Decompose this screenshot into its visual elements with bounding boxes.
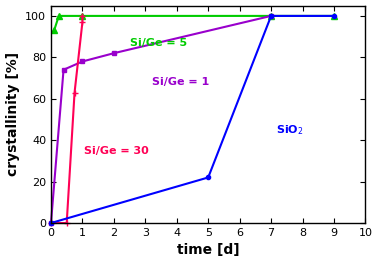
Text: Si/Ge = 1: Si/Ge = 1 <box>152 77 209 87</box>
Text: Si/Ge = 5: Si/Ge = 5 <box>130 38 187 48</box>
Text: SiO$_2$: SiO$_2$ <box>276 123 304 137</box>
Text: Si/Ge = 30: Si/Ge = 30 <box>84 145 149 155</box>
X-axis label: time [d]: time [d] <box>177 244 240 257</box>
Y-axis label: crystallinity [%]: crystallinity [%] <box>6 52 20 176</box>
